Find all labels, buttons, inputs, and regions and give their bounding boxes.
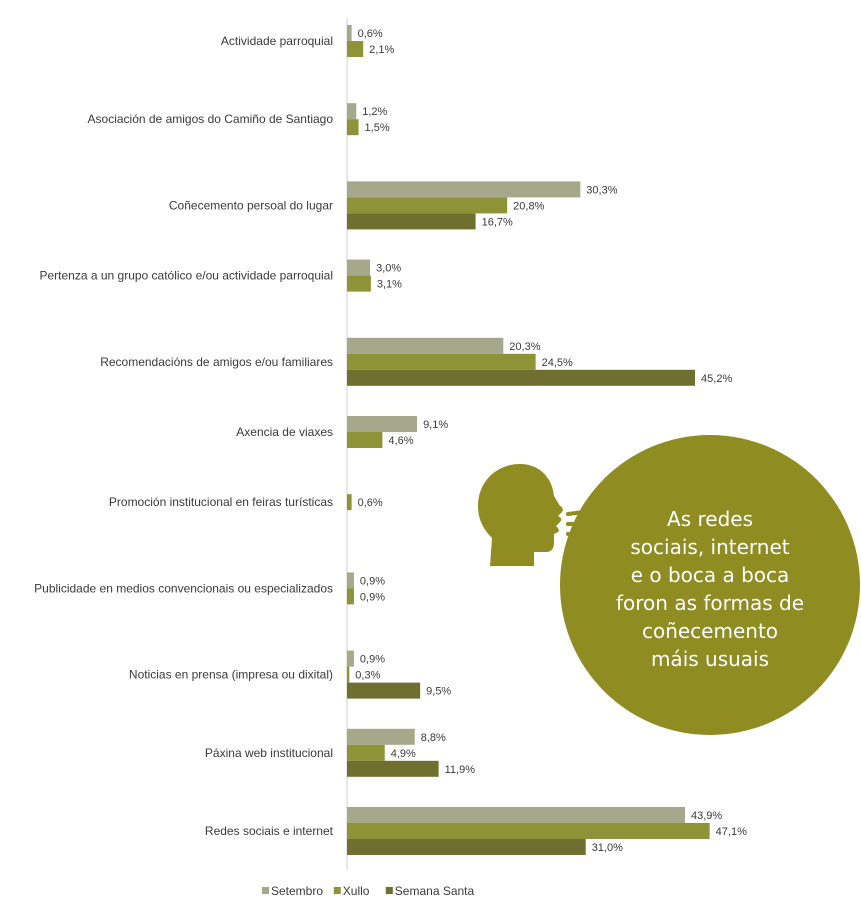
callout-bubble: As redes sociais, internet e o boca a bo…: [560, 435, 860, 735]
bar-xullo: [347, 119, 359, 136]
data-label: 0,9%: [360, 591, 385, 603]
bar-setembro: [347, 650, 354, 667]
category-label: Pertenza a un grupo católico e/ou activi…: [39, 269, 333, 283]
category-label: Promoción institucional en feiras turíst…: [109, 495, 333, 509]
data-label: 16,7%: [482, 216, 513, 228]
data-label: 8,8%: [421, 732, 446, 744]
bar-xullo: [347, 353, 536, 370]
data-label: 30,3%: [586, 184, 617, 196]
legend-swatch: [262, 887, 269, 894]
callout-line: máis usuais: [650, 647, 770, 671]
bar-semana-santa: [347, 839, 586, 855]
data-label: 0,3%: [355, 670, 380, 682]
bar-setembro: [347, 807, 686, 823]
bar-xullo: [347, 823, 710, 839]
data-label: 24,5%: [542, 357, 573, 369]
data-label: 3,0%: [376, 263, 401, 275]
data-label: 0,6%: [358, 28, 383, 40]
legend-swatch: [333, 887, 341, 894]
bar-xullo: [347, 197, 508, 214]
bar-xullo: [347, 744, 385, 761]
category-label: Recomendacións de amigos e/ou familiares: [100, 355, 333, 369]
bar-setembro: [347, 25, 352, 41]
data-label: 43,9%: [691, 810, 722, 822]
bar-semana-santa: [347, 682, 421, 699]
bar-xullo: [347, 275, 371, 292]
category-label: Coñecemento persoal do lugar: [169, 198, 333, 212]
bar-setembro: [347, 103, 357, 120]
category-label: Noticias en prensa (impresa ou dixital): [129, 668, 333, 682]
data-label: 4,6%: [388, 435, 413, 447]
category-label: Asociación de amigos do Camiño de Santia…: [88, 112, 334, 126]
data-label: 20,3%: [509, 341, 540, 353]
callout-line: As redes: [667, 507, 753, 531]
bar-xullo: [347, 588, 354, 605]
legend-label: Semana Santa: [395, 884, 475, 898]
data-label: 20,8%: [513, 200, 544, 212]
category-label: Páxina web institucional: [205, 746, 333, 760]
bar-xullo: [347, 41, 364, 57]
callout-line: sociais, internet: [630, 535, 790, 559]
data-label: 47,1%: [716, 826, 747, 838]
bar-setembro: [347, 416, 418, 432]
callout-line: e o boca a boca: [630, 563, 790, 587]
callout: As redes sociais, internet e o boca a bo…: [560, 435, 861, 736]
bar-setembro: [347, 337, 504, 354]
bar-xullo: [347, 432, 383, 448]
data-label: 2,1%: [369, 44, 394, 56]
data-label: 11,9%: [445, 764, 476, 776]
data-label: 31,0%: [592, 842, 623, 854]
bar-xullo: [347, 666, 350, 683]
speaking-head-icon: [478, 464, 588, 566]
legend-swatch: [385, 887, 393, 894]
bar-semana-santa: [347, 213, 476, 230]
data-label: 1,2%: [362, 106, 387, 118]
data-label: 9,1%: [423, 419, 448, 431]
data-label: 3,1%: [377, 279, 402, 291]
data-label: 0,9%: [360, 654, 385, 666]
data-label: 0,6%: [358, 497, 383, 509]
bar-semana-santa: [347, 369, 696, 386]
callout-text: As redes sociais, internet e o boca a bo…: [585, 505, 835, 673]
callout-line: coñecemento: [641, 619, 779, 643]
bar-setembro: [347, 572, 354, 589]
data-label: 0,9%: [360, 575, 385, 587]
bar-setembro: [347, 181, 581, 198]
legend-label: Xullo: [343, 884, 370, 898]
data-label: 9,5%: [426, 686, 451, 698]
category-label: Publicidade en medios convencionais ou e…: [34, 581, 333, 595]
category-label: Axencia de viaxes: [236, 425, 333, 439]
bar-setembro: [347, 728, 415, 745]
legend-label: Setembro: [271, 884, 323, 898]
data-label: 4,9%: [391, 748, 416, 760]
bar-semana-santa: [347, 760, 439, 777]
bar-xullo: [347, 494, 352, 511]
data-label: 1,5%: [365, 122, 390, 134]
bar-setembro: [347, 259, 371, 276]
callout-line: foron as formas de: [615, 591, 805, 615]
category-label: Redes sociais e internet: [205, 824, 334, 838]
data-label: 45,2%: [701, 373, 732, 385]
category-label: Actividade parroquial: [221, 34, 333, 48]
